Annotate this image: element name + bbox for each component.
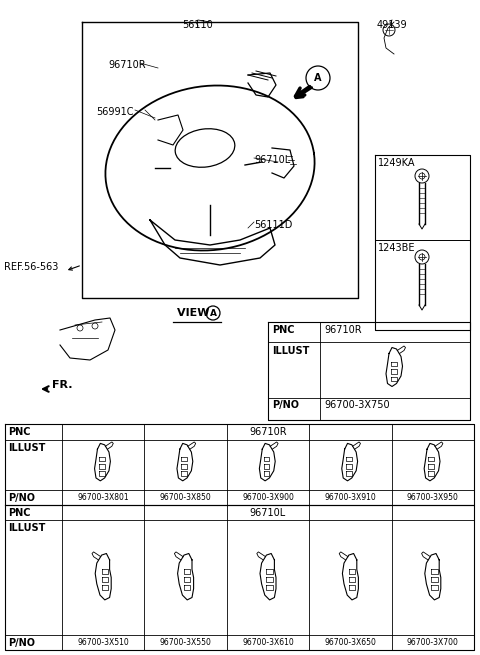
- Text: P/NO: P/NO: [272, 400, 299, 410]
- Circle shape: [306, 66, 330, 90]
- Text: 96710L: 96710L: [250, 508, 286, 518]
- Text: 56991C: 56991C: [96, 107, 133, 117]
- Text: FR.: FR.: [52, 380, 72, 390]
- Text: 96700-3X850: 96700-3X850: [160, 493, 212, 502]
- Text: VIEW: VIEW: [177, 308, 213, 318]
- Text: 1243BE: 1243BE: [378, 243, 416, 253]
- Text: 96700-3X900: 96700-3X900: [242, 493, 294, 502]
- Text: REF.56-563: REF.56-563: [4, 262, 59, 272]
- Text: 96700-3X950: 96700-3X950: [407, 493, 459, 502]
- Text: PNC: PNC: [272, 325, 295, 335]
- Text: A: A: [314, 73, 322, 83]
- Text: 96700-3X510: 96700-3X510: [77, 638, 129, 647]
- Text: 56111D: 56111D: [254, 220, 292, 230]
- Text: 1249KA: 1249KA: [378, 158, 416, 168]
- Text: 96700-3X610: 96700-3X610: [242, 638, 294, 647]
- Text: 56110: 56110: [182, 20, 214, 30]
- Text: A: A: [209, 309, 216, 318]
- Text: 96700-3X650: 96700-3X650: [324, 638, 376, 647]
- Text: 49139: 49139: [377, 20, 408, 30]
- Text: ILLUST: ILLUST: [272, 346, 310, 356]
- Text: P/NO: P/NO: [8, 493, 35, 503]
- Text: 96700-3X801: 96700-3X801: [77, 493, 129, 502]
- Text: 96710R: 96710R: [249, 427, 287, 437]
- Text: 96710L: 96710L: [254, 155, 290, 165]
- Text: 96700-3X910: 96700-3X910: [324, 493, 376, 502]
- Text: 96700-3X700: 96700-3X700: [407, 638, 459, 647]
- Text: P/NO: P/NO: [8, 638, 35, 648]
- Text: 96700-3X750: 96700-3X750: [324, 400, 390, 410]
- Text: PNC: PNC: [8, 427, 31, 437]
- Text: ILLUST: ILLUST: [8, 443, 46, 453]
- Text: 96710R: 96710R: [324, 325, 361, 335]
- Text: 96710R: 96710R: [108, 60, 145, 70]
- Text: PNC: PNC: [8, 508, 31, 518]
- Text: ILLUST: ILLUST: [8, 523, 46, 533]
- Text: 96700-3X550: 96700-3X550: [160, 638, 212, 647]
- Circle shape: [206, 306, 220, 320]
